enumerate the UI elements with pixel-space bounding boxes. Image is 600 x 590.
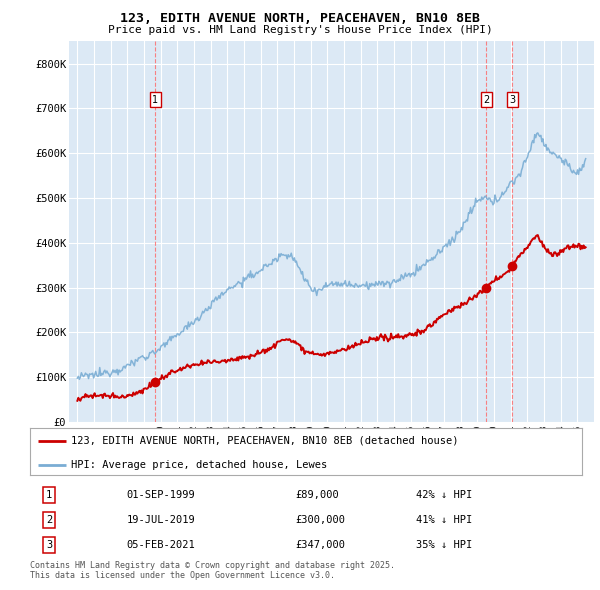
Text: £89,000: £89,000 bbox=[295, 490, 339, 500]
Text: 3: 3 bbox=[46, 540, 52, 550]
Text: £300,000: £300,000 bbox=[295, 515, 345, 525]
Text: £347,000: £347,000 bbox=[295, 540, 345, 550]
Text: 42% ↓ HPI: 42% ↓ HPI bbox=[416, 490, 473, 500]
Text: 3: 3 bbox=[509, 94, 515, 104]
Text: 123, EDITH AVENUE NORTH, PEACEHAVEN, BN10 8EB (detached house): 123, EDITH AVENUE NORTH, PEACEHAVEN, BN1… bbox=[71, 436, 459, 446]
Text: Contains HM Land Registry data © Crown copyright and database right 2025.
This d: Contains HM Land Registry data © Crown c… bbox=[30, 560, 395, 580]
Text: 19-JUL-2019: 19-JUL-2019 bbox=[127, 515, 196, 525]
Text: HPI: Average price, detached house, Lewes: HPI: Average price, detached house, Lewe… bbox=[71, 460, 328, 470]
Text: 35% ↓ HPI: 35% ↓ HPI bbox=[416, 540, 473, 550]
Text: 1: 1 bbox=[46, 490, 52, 500]
Text: Price paid vs. HM Land Registry's House Price Index (HPI): Price paid vs. HM Land Registry's House … bbox=[107, 25, 493, 35]
Text: 1: 1 bbox=[152, 94, 158, 104]
Text: 41% ↓ HPI: 41% ↓ HPI bbox=[416, 515, 473, 525]
Text: 2: 2 bbox=[46, 515, 52, 525]
Text: 01-SEP-1999: 01-SEP-1999 bbox=[127, 490, 196, 500]
Text: 2: 2 bbox=[483, 94, 490, 104]
Text: 05-FEB-2021: 05-FEB-2021 bbox=[127, 540, 196, 550]
Text: 123, EDITH AVENUE NORTH, PEACEHAVEN, BN10 8EB: 123, EDITH AVENUE NORTH, PEACEHAVEN, BN1… bbox=[120, 12, 480, 25]
